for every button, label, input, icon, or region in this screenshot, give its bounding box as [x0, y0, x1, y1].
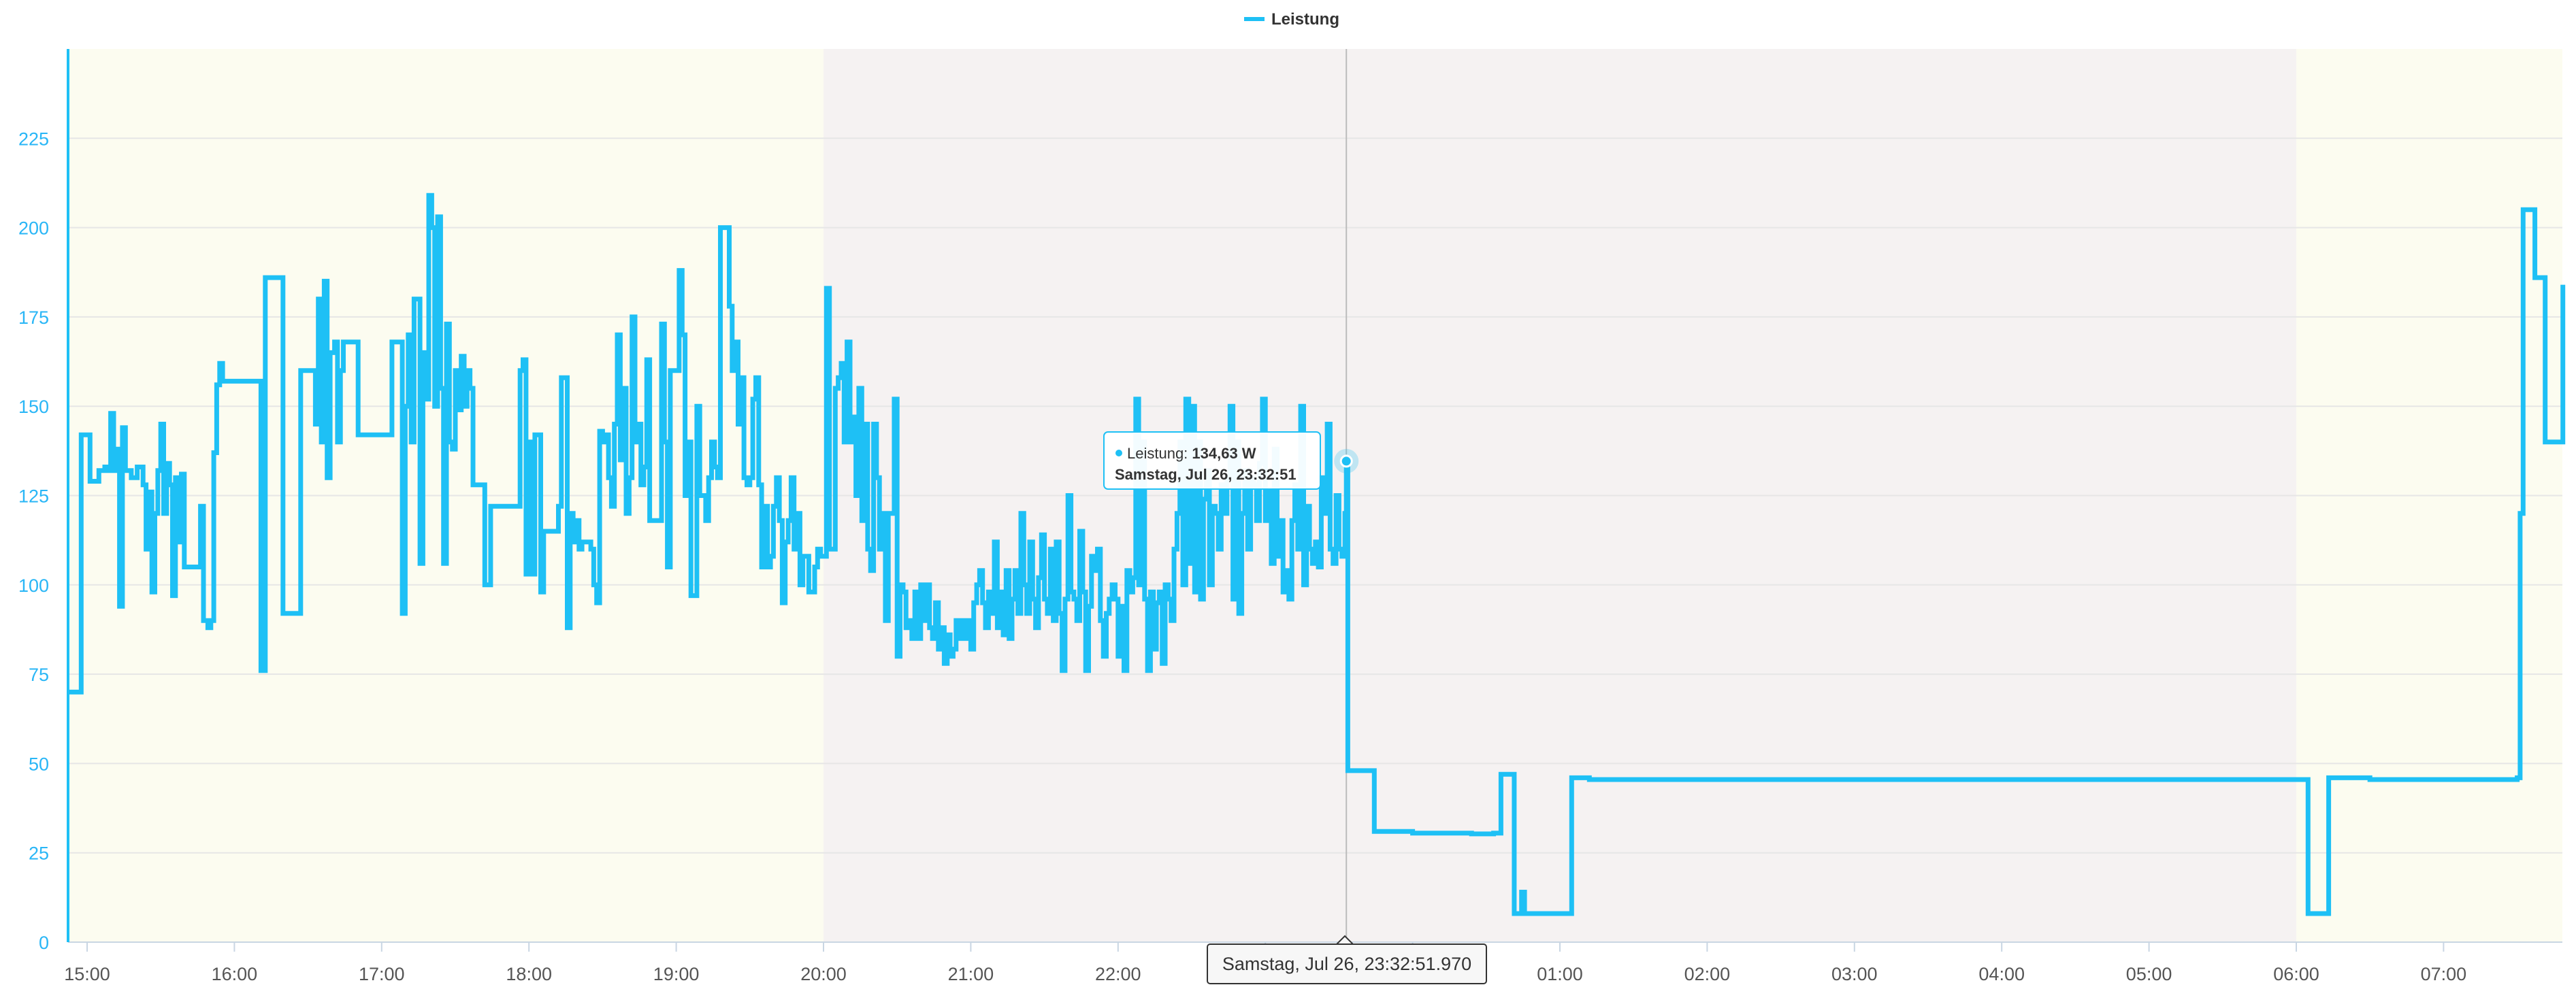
- x-tick-label-15: 06:00: [2273, 964, 2319, 984]
- y-tick-label-150: 150: [18, 397, 49, 417]
- highlight-point[interactable]: [1339, 454, 1353, 468]
- y-tick-label-75: 75: [29, 665, 49, 685]
- x-tick-label-11: 02:00: [1684, 964, 1731, 984]
- x-tick-label-10: 01:00: [1537, 964, 1583, 984]
- grid-lines: [68, 137, 2562, 943]
- x-tick-label-12: 03:00: [1831, 964, 1878, 984]
- x-axis-ticks: 15:00 16:00 17:00 18:00 19:00 20:00 21:00 22:00…: [64, 942, 2466, 984]
- x-tick-label-13: 04:00: [1978, 964, 2025, 984]
- tooltip-series-dot: [1115, 450, 1122, 456]
- x-tick-label-2: 17:00: [359, 964, 405, 984]
- crosshair-label-text: Samstag, Jul 26, 23:32:51.970: [1222, 954, 1471, 974]
- x-tick-label-7: 22:00: [1095, 964, 1141, 984]
- tooltip-series-label: Leistung:: [1127, 445, 1192, 462]
- y-tick-label-100: 100: [18, 575, 49, 596]
- crosshair-x-label: Samstag, Jul 26, 23:32:51.970: [1207, 935, 1487, 984]
- x-tick-label-16: 07:00: [2421, 964, 2467, 984]
- x-tick-label-14: 05:00: [2126, 964, 2172, 984]
- legend[interactable]: Leistung: [1244, 10, 1339, 29]
- y-axis-ticks: 0 25 50 75 100 125 150 175 200 225: [18, 129, 49, 953]
- x-tick-label-3: 18:00: [506, 964, 552, 984]
- legend-label[interactable]: Leistung: [1271, 10, 1339, 29]
- y-tick-label-225: 225: [18, 129, 49, 149]
- x-tick-label-1: 16:00: [212, 964, 258, 984]
- x-tick-label-6: 21:00: [948, 964, 994, 984]
- x-tick-label-5: 20:00: [800, 964, 847, 984]
- y-tick-label-175: 175: [18, 307, 49, 328]
- tooltip: Leistung: 134,63 W Samstag, Jul 26, 23:3…: [1103, 431, 1321, 490]
- y-tick-label-125: 125: [18, 486, 49, 507]
- y-tick-label-25: 25: [29, 844, 49, 864]
- svg-text:Leistung: 134,63 W: Leistung: 134,63 W: [1127, 445, 1256, 462]
- x-tick-label-4: 19:00: [653, 964, 700, 984]
- tooltip-date: Samstag, Jul 26, 23:32:51: [1115, 466, 1297, 483]
- tooltip-box: [1103, 431, 1321, 490]
- tooltip-value: 134,63 W: [1192, 445, 1256, 462]
- crosshair-label-pointer: [1335, 935, 1355, 945]
- y-tick-label-50: 50: [29, 754, 49, 774]
- y-tick-label-0: 0: [39, 933, 49, 953]
- y-tick-label-200: 200: [18, 218, 49, 239]
- x-tick-label-0: 15:00: [64, 964, 110, 984]
